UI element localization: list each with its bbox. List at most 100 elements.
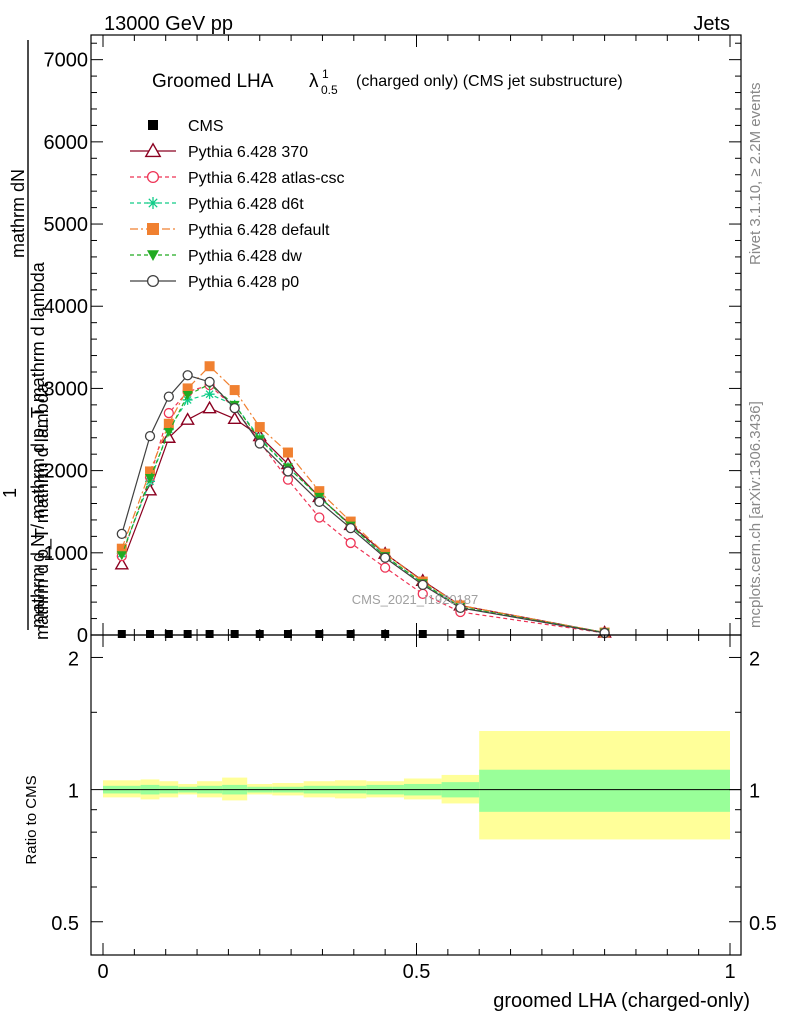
series-point-pythia-6-428-default [182,383,193,394]
legend-label: Pythia 6.428 default [188,222,330,239]
main-y-tick-label: 6000 [44,132,89,154]
ratio-frame [90,634,742,956]
main-y-tick-label: 4000 [44,296,89,318]
legend-label: Pythia 6.428 d6t [188,196,304,213]
series-point-pythia-6-428-atlas-csc [314,512,325,523]
legend-label: Pythia 6.428 370 [188,144,308,161]
series-point-pythia-6-428-dw [182,391,193,400]
mcplots-label: mcplots.cern.ch [arXiv:1306.3436] [747,401,764,628]
series-point-pythia-6-428-p0 [417,579,428,591]
title-symbol: λ [309,71,319,92]
series-pythia-6-428-p0 [116,370,610,639]
title-sub: 0.5 [321,83,338,97]
series-point-pythia-6-428-default [314,486,325,497]
series-point-pythia-6-428-p0 [314,496,325,507]
main-y-tick-label: 7000 [44,50,89,72]
series-point-pythia-6-428-atlas-csc [379,562,391,573]
series-point-pythia-6-428-p0 [163,391,174,402]
legend-marker [144,142,162,158]
cms-data-point [255,630,264,638]
watermark: CMS_2021_I1920187 [352,592,479,607]
series-point-pythia-6-428-dw [145,474,156,484]
series-point-pythia-6-428-default [229,385,240,396]
cms-data-point [183,630,192,638]
main-y-tick-label: 5000 [44,214,89,236]
ylabel-numerator: mathrm dN [8,169,28,258]
header-right: Jets [693,13,730,35]
ratio-inner-band [479,769,730,812]
series-point-pythia-6-428-370 [161,430,177,443]
cms-data-point [381,630,390,638]
legend: CMS Pythia 6.428 370 Pythia 6.428 atlas-cs… [130,118,345,291]
title-suffix: (charged only) (CMS jet substructure) [356,73,623,90]
cms-data-point [164,630,173,638]
series-point-pythia-6-428-p0 [204,376,215,387]
series-point-pythia-6-428-d6t [204,389,215,400]
series-point-pythia-6-428-default [345,516,356,527]
main-y-tick-label: 1000 [44,543,89,565]
ratio-y-tick-label-left: 1 [68,781,79,803]
series-point-pythia-6-428-p0 [254,438,265,449]
chart-title: Groomed LHA λ 1 0.5 (charged only) (CMS … [152,67,623,97]
series-point-pythia-6-428-p0 [455,602,466,614]
ratio-y-label: Ratio to CMS [23,775,40,864]
legend-marker [146,274,160,288]
series-point-pythia-6-428-dw [163,427,174,437]
title-sup: 1 [322,67,329,81]
series-point-pythia-6-428-370 [227,411,242,425]
series-point-pythia-6-428-370 [202,400,217,414]
series-point-pythia-6-428-default [204,361,215,372]
legend-marker [146,170,160,184]
cms-data-point [230,630,239,638]
ratio-y-tick-label-right: 2 [749,648,760,670]
header-left: 13000 GeV pp [104,13,233,35]
ratio-y-tick-label-right: 0.5 [749,913,777,935]
legend-marker [148,120,158,130]
legend-item-pythia-6-428-atlas-csc: Pythia 6.428 atlas-csc [130,170,345,187]
legend-marker [147,223,159,235]
legend-label: CMS [188,118,224,135]
rivet-label: Rivet 3.1.10, ≥ 2.2M events [747,83,764,266]
cms-data-point [205,630,214,638]
legend-item-pythia-6-428-dw: Pythia 6.428 dw [130,248,302,265]
series-point-pythia-6-428-default [254,422,265,433]
main-y-tick-label: 0 [77,625,88,647]
x-tick-label: 0 [97,961,108,983]
series-point-pythia-6-428-atlas-csc [163,407,174,419]
cms-data-point [283,630,292,638]
ylabel-lead: 1 [0,488,20,498]
title-main: Groomed LHA [152,71,274,92]
series-point-pythia-6-428-p0 [182,370,193,381]
series-point-pythia-6-428-default [282,447,293,458]
series-point-pythia-6-428-atlas-csc [345,537,356,549]
legend-item-cms: CMS [148,118,224,135]
main-y-tick-label: 3000 [44,378,89,400]
legend-label: Pythia 6.428 atlas-csc [188,170,345,187]
series-point-pythia-6-428-default [145,466,156,477]
series-point-pythia-6-428-default [116,543,127,554]
series-point-pythia-6-428-370 [142,482,158,496]
legend-label: Pythia 6.428 p0 [188,274,299,291]
cms-data-point [146,630,155,638]
legend-item-pythia-6-428-d6t: Pythia 6.428 d6t [130,196,304,213]
series-point-pythia-6-428-p0 [144,430,156,442]
x-tick-label: 1 [724,961,735,983]
legend-marker [147,250,159,261]
legend-marker [147,197,159,209]
ratio-ticks: 0.5 0.5 1 1 2 2 0 0.5 1 [51,635,777,983]
legend-label: Pythia 6.428 dw [188,248,302,265]
main-plot: 0 1000 2000 3000 4000 5000 6000 7000 [44,34,742,647]
series-line-pythia-6-428-d6t [121,393,605,634]
ratio-y-tick-label-right: 1 [749,781,760,803]
series-point-pythia-6-428-370 [180,412,195,425]
cms-data-point [346,630,355,638]
x-axis-label: groomed LHA (charged-only) [493,990,750,1012]
series-point-pythia-6-428-370 [114,556,130,570]
cms-data-point [456,630,465,638]
legend-item-pythia-6-428-default: Pythia 6.428 default [130,222,330,239]
series-point-pythia-6-428-p0 [116,528,127,540]
ylabel-denominator: mathrm d p_T mathrm d lambda [32,382,53,640]
ratio-y-tick-label-left: 2 [68,648,79,670]
series-point-pythia-6-428-dw [116,551,127,561]
